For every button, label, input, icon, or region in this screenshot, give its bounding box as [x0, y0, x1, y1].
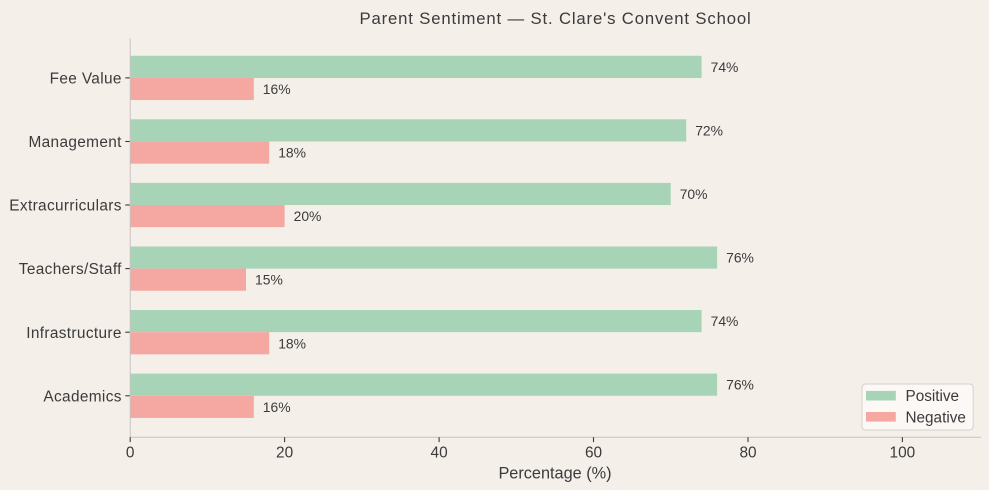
- svg-text:74%: 74%: [711, 313, 739, 329]
- svg-text:15%: 15%: [255, 272, 283, 288]
- svg-text:80: 80: [739, 445, 756, 462]
- svg-text:18%: 18%: [278, 335, 306, 351]
- svg-text:Parent Sentiment — St. Clare's: Parent Sentiment — St. Clare's Convent S…: [359, 9, 751, 28]
- svg-text:16%: 16%: [263, 81, 291, 97]
- svg-text:72%: 72%: [695, 122, 723, 138]
- svg-text:76%: 76%: [726, 250, 754, 266]
- svg-text:20%: 20%: [294, 208, 322, 224]
- svg-text:18%: 18%: [278, 145, 306, 161]
- svg-text:40: 40: [431, 445, 448, 462]
- svg-text:Negative: Negative: [906, 409, 966, 426]
- svg-text:Percentage (%): Percentage (%): [498, 465, 611, 483]
- svg-text:16%: 16%: [263, 399, 291, 415]
- svg-text:100: 100: [890, 445, 916, 462]
- svg-text:Extracurriculars: Extracurriculars: [9, 198, 122, 215]
- svg-text:Infrastructure: Infrastructure: [26, 325, 122, 342]
- svg-text:Academics: Academics: [43, 388, 121, 405]
- svg-text:Management: Management: [28, 134, 122, 151]
- svg-text:Positive: Positive: [906, 388, 960, 405]
- svg-text:76%: 76%: [726, 377, 754, 393]
- svg-text:70%: 70%: [680, 186, 708, 202]
- svg-text:0: 0: [126, 445, 135, 462]
- svg-text:74%: 74%: [711, 59, 739, 75]
- svg-text:Teachers/Staff: Teachers/Staff: [19, 261, 122, 278]
- svg-text:Fee Value: Fee Value: [50, 71, 122, 88]
- svg-text:60: 60: [585, 445, 602, 462]
- svg-text:20: 20: [276, 445, 293, 462]
